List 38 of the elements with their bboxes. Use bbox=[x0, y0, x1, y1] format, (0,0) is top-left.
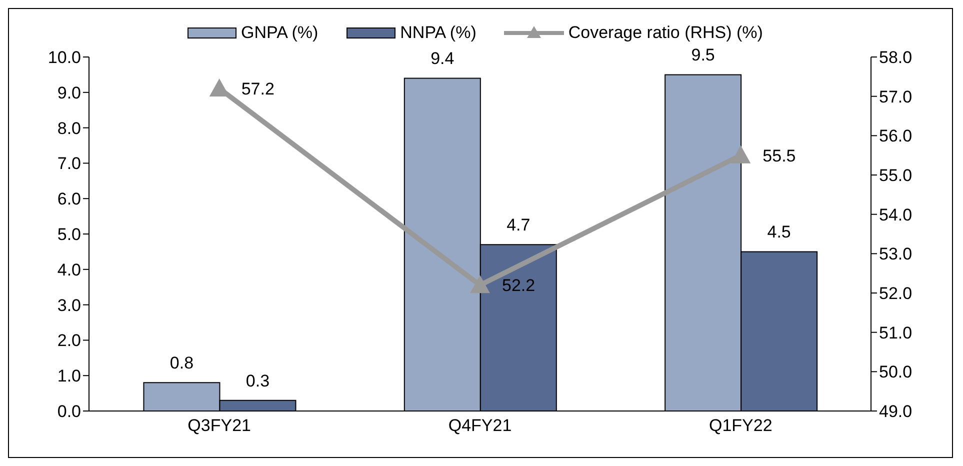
y-tick-label: 8.0 bbox=[57, 118, 81, 138]
point bbox=[470, 275, 490, 294]
y-tick-label: 1.0 bbox=[57, 366, 81, 386]
y-tick-label: 7.0 bbox=[57, 154, 81, 174]
y-tick-label: 6.0 bbox=[57, 190, 81, 209]
y-tick-label: 4.0 bbox=[57, 260, 81, 280]
data-label: 0.3 bbox=[246, 371, 270, 390]
y2-tick-label: 51.0 bbox=[879, 323, 912, 342]
data-label: 9.5 bbox=[691, 46, 715, 65]
y2-tick-label: 52.0 bbox=[879, 284, 912, 304]
x-tick-label: Q3FY21 bbox=[188, 416, 251, 436]
y-tick-label: 0.0 bbox=[57, 402, 81, 422]
y2-tick-label: 50.0 bbox=[879, 362, 912, 382]
legend-label: Coverage ratio (RHS) (%) bbox=[568, 23, 763, 43]
x-tick-label: Q4FY21 bbox=[448, 416, 512, 436]
data-label: 0.8 bbox=[170, 354, 194, 373]
x-tick-label: Q1FY22 bbox=[709, 416, 772, 436]
y2-tick-label: 53.0 bbox=[879, 244, 912, 264]
y-tick-label: 10.0 bbox=[48, 48, 81, 68]
y2-tick-label: 56.0 bbox=[879, 126, 912, 146]
y2-tick-label: 54.0 bbox=[879, 205, 912, 224]
data-label: 4.7 bbox=[506, 216, 530, 235]
y2-tick-label: 55.0 bbox=[879, 166, 912, 186]
data-label: 4.5 bbox=[767, 222, 791, 242]
data-label: 55.5 bbox=[762, 146, 796, 166]
y-tick-label: 3.0 bbox=[57, 296, 81, 315]
y2-tick-label: 49.0 bbox=[879, 402, 912, 422]
y-tick-label: 5.0 bbox=[57, 225, 81, 244]
data-label: 52.2 bbox=[502, 276, 536, 296]
point bbox=[730, 145, 751, 164]
legend-label: GNPA (%) bbox=[241, 23, 318, 43]
data-label: 57.2 bbox=[241, 80, 274, 98]
data-label: 9.4 bbox=[430, 49, 454, 68]
y2-tick-label: 58.0 bbox=[879, 48, 912, 68]
y2-tick-label: 57.0 bbox=[879, 87, 912, 106]
legend-label: NNPA (%) bbox=[400, 23, 476, 43]
y-tick-label: 2.0 bbox=[57, 331, 81, 350]
y-tick-label: 9.0 bbox=[57, 83, 81, 102]
